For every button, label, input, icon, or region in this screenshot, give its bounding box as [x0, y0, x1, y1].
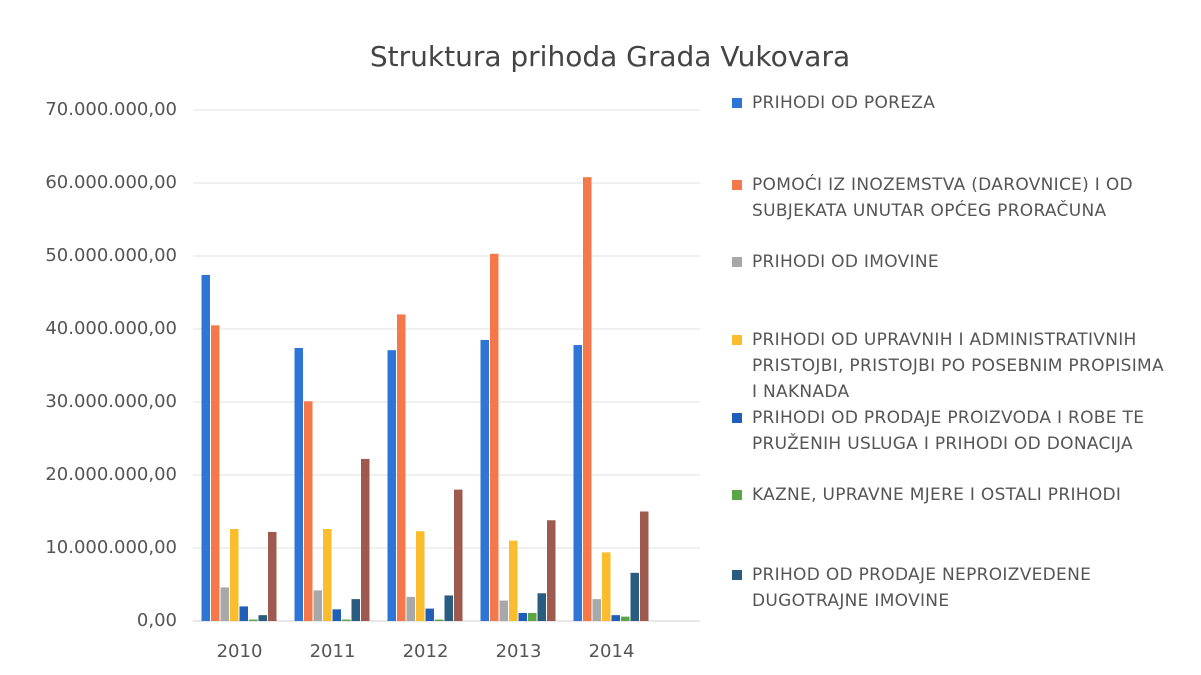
bar	[201, 274, 210, 621]
y-tick-label: 40.000.000,00	[45, 318, 177, 339]
y-tick-label: 0,00	[137, 610, 177, 631]
legend-item: POMOĆI IZ INOZEMSTVA (DAROVNICE) I OD SU…	[732, 172, 1172, 224]
legend-label: PRIHODI OD IMOVINE	[752, 252, 939, 272]
x-tick-label: 2010	[217, 641, 263, 662]
bar	[528, 612, 537, 621]
legend-item: PRIHODI OD UPRAVNIH I ADMINISTRATIVNIH P…	[732, 327, 1172, 405]
bar	[583, 177, 592, 621]
bar	[304, 401, 313, 621]
x-tick-label: 2011	[310, 641, 356, 662]
bar	[361, 458, 370, 621]
legend-swatch	[732, 180, 742, 190]
y-tick-label: 70.000.000,00	[45, 99, 177, 120]
bar	[518, 612, 527, 621]
y-tick-label: 60.000.000,00	[45, 172, 177, 193]
legend-label: PRIHODI OD UPRAVNIH I ADMINISTRATIVNIH P…	[752, 330, 1164, 402]
bar	[294, 347, 303, 621]
legend-swatch	[732, 98, 742, 108]
bar	[425, 608, 434, 621]
bar	[332, 609, 341, 621]
x-tick-label: 2014	[589, 641, 635, 662]
bar	[630, 572, 639, 621]
x-tick-label: 2012	[403, 641, 449, 662]
bar	[387, 350, 396, 621]
bar	[602, 552, 611, 621]
y-tick-label: 10.000.000,00	[45, 537, 177, 558]
bar	[480, 339, 489, 621]
bar	[435, 619, 444, 621]
legend-label: PRIHOD OD PRODAJE NEPROIZVEDENE DUGOTRAJ…	[752, 565, 1092, 611]
legend-item: KAZNE, UPRAVNE MJERE I OSTALI PRIHODI	[732, 482, 1172, 508]
legend-swatch	[732, 570, 742, 580]
bar	[490, 253, 499, 621]
legend-item: PRIHODI OD PRODAJE PROIZVODA I ROBE TE P…	[732, 405, 1172, 457]
bar	[640, 511, 649, 621]
legend-label: PRIHODI OD PRODAJE PROIZVODA I ROBE TE P…	[752, 408, 1145, 454]
chart-title: Struktura prihoda Grada Vukovara	[370, 40, 850, 73]
legend-swatch	[732, 257, 742, 267]
legend-label: PRIHODI OD POREZA	[752, 93, 936, 113]
legend-item: PRIHOD OD PRODAJE NEPROIZVEDENE DUGOTRAJ…	[732, 562, 1172, 614]
bar	[592, 599, 601, 621]
bar	[239, 606, 248, 621]
legend-label: POMOĆI IZ INOZEMSTVA (DAROVNICE) I OD SU…	[752, 175, 1133, 221]
bar	[258, 615, 267, 621]
y-tick-label: 50.000.000,00	[45, 245, 177, 266]
legend-label: KAZNE, UPRAVNE MJERE I OSTALI PRIHODI	[752, 485, 1122, 505]
bar	[454, 489, 463, 621]
legend-item: PRIHODI OD IMOVINE	[732, 249, 1172, 275]
bar	[397, 314, 406, 621]
bar	[416, 531, 425, 621]
bar	[249, 619, 258, 621]
bar	[351, 599, 360, 621]
bar	[230, 529, 239, 621]
bar	[313, 590, 322, 621]
bar	[211, 325, 220, 621]
bar	[444, 595, 453, 621]
bar	[268, 531, 277, 621]
legend-item: PRIHODI OD POREZA	[732, 90, 1172, 116]
bar	[499, 600, 508, 621]
bar	[573, 345, 582, 621]
x-tick-label: 2013	[496, 641, 542, 662]
bar	[611, 615, 620, 621]
legend-swatch	[732, 490, 742, 500]
legend-swatch	[732, 335, 742, 345]
bar	[406, 596, 415, 621]
bar	[537, 593, 546, 621]
bar	[509, 540, 518, 621]
y-tick-label: 30.000.000,00	[45, 391, 177, 412]
y-tick-label: 20.000.000,00	[45, 464, 177, 485]
legend-swatch	[732, 413, 742, 423]
bar	[621, 616, 630, 621]
bar	[547, 520, 556, 621]
bar	[220, 587, 229, 621]
bar	[323, 529, 332, 621]
bar	[342, 619, 351, 621]
